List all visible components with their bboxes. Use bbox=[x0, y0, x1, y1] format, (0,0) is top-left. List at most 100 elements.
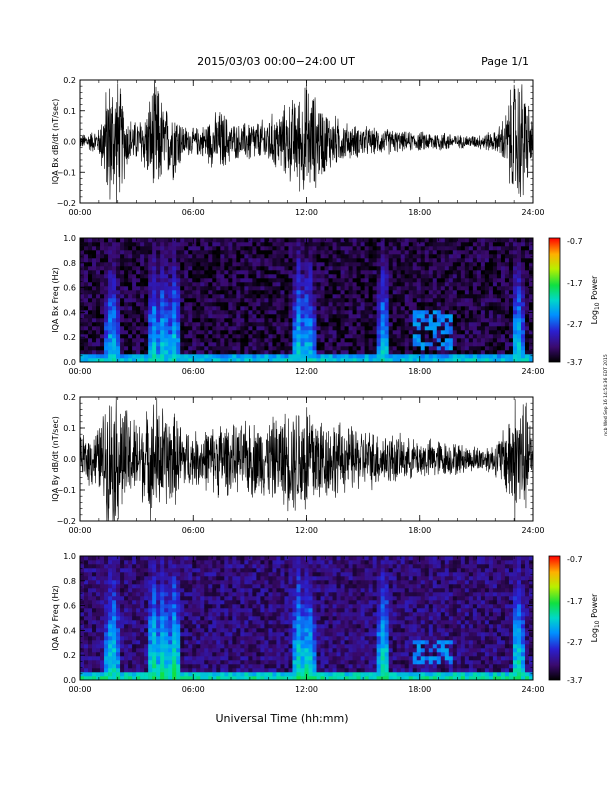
spectrogram-cell bbox=[164, 322, 169, 327]
spectrogram-cell bbox=[156, 246, 161, 251]
spectrogram-cell bbox=[268, 334, 273, 339]
spectrogram-cell bbox=[384, 310, 389, 315]
spectrogram-cell bbox=[124, 250, 129, 255]
spectrogram-cell bbox=[324, 286, 329, 291]
spectrogram-cell bbox=[356, 282, 361, 287]
spectrogram-cell bbox=[280, 270, 285, 275]
spectrogram-cell bbox=[336, 282, 341, 287]
spectrogram-cell bbox=[240, 302, 245, 307]
spectrogram-cell bbox=[180, 314, 185, 319]
spectrogram-cell bbox=[104, 664, 109, 669]
spectrogram-cell bbox=[324, 302, 329, 307]
spectrogram-cell bbox=[496, 246, 502, 251]
spectrogram-cell bbox=[464, 266, 470, 271]
spectrogram-cell bbox=[204, 286, 209, 291]
spectrogram-cell bbox=[304, 294, 309, 299]
spectrogram-cell bbox=[200, 676, 205, 680]
spectrogram-cell bbox=[192, 286, 197, 291]
spectrogram-cell bbox=[372, 262, 377, 267]
spectrogram-cell bbox=[92, 250, 97, 255]
spectrogram-cell bbox=[88, 278, 93, 283]
spectrogram-cell bbox=[228, 310, 233, 315]
spectrogram-cell bbox=[156, 644, 161, 649]
spectrogram-cell bbox=[380, 298, 385, 303]
spectrogram-cell bbox=[180, 238, 185, 243]
spectrogram-cell bbox=[468, 298, 474, 303]
spectrogram-cell bbox=[432, 318, 438, 323]
spectrogram-cell bbox=[356, 294, 361, 299]
spectrogram-cell bbox=[416, 250, 422, 255]
spectrogram-cell bbox=[108, 294, 113, 299]
spectrogram-cell bbox=[204, 628, 209, 633]
spectrogram-cell bbox=[216, 358, 221, 362]
spectrogram-cell bbox=[260, 250, 265, 255]
spectrogram-cell bbox=[220, 346, 225, 351]
spectrogram-cell bbox=[444, 286, 450, 291]
spectrogram-cell bbox=[148, 278, 153, 283]
spectrogram-cell bbox=[428, 358, 434, 362]
spectrogram-cell bbox=[316, 242, 321, 247]
spectrogram-cell bbox=[480, 314, 486, 319]
spectrogram-cell bbox=[232, 314, 237, 319]
spectrogram-cell bbox=[208, 302, 213, 307]
spectrogram-cell bbox=[184, 596, 189, 601]
spectrogram-cell bbox=[216, 278, 221, 283]
spectrogram-cell bbox=[268, 262, 273, 267]
spectrogram-cell bbox=[460, 290, 466, 295]
spectrogram-cell bbox=[352, 310, 357, 315]
spectrogram-cell bbox=[348, 286, 353, 291]
spectrogram-cell bbox=[144, 242, 149, 247]
spectrogram-cell bbox=[516, 350, 522, 355]
spectrogram-cell bbox=[440, 238, 446, 243]
spectrogram-cell bbox=[84, 668, 89, 673]
spectrogram-cell bbox=[92, 600, 97, 605]
spectrogram-cell bbox=[164, 596, 169, 601]
spectrogram-cell bbox=[124, 330, 129, 335]
spectrogram-cell bbox=[220, 270, 225, 275]
spectrogram-cell bbox=[212, 290, 217, 295]
spectrogram-cell bbox=[164, 640, 169, 645]
spectrogram-cell bbox=[396, 250, 402, 255]
spectrogram-cell bbox=[496, 254, 502, 259]
spectrogram-cell bbox=[196, 652, 201, 657]
spectrogram-cell bbox=[128, 250, 133, 255]
spectrogram-cell bbox=[100, 242, 105, 247]
spectrogram-cell bbox=[280, 342, 285, 347]
spectrogram-cell bbox=[124, 302, 129, 307]
spectrogram-cell bbox=[156, 306, 161, 311]
spectrogram-cell bbox=[272, 334, 277, 339]
spectrogram-cell bbox=[496, 330, 502, 335]
spectrogram-cell bbox=[208, 286, 213, 291]
spectrogram-cell bbox=[252, 338, 257, 343]
spectrogram-cell bbox=[172, 560, 177, 565]
spectrogram-cell bbox=[484, 250, 490, 255]
spectrogram-cell bbox=[392, 318, 397, 323]
spectrogram-cell bbox=[340, 302, 345, 307]
spectrogram-cell bbox=[424, 354, 430, 359]
spectrogram-cell bbox=[300, 242, 305, 247]
spectrogram-cell bbox=[164, 342, 169, 347]
spectrogram-cell bbox=[164, 672, 169, 677]
spectrogram-cell bbox=[268, 250, 273, 255]
spectrogram-cell bbox=[368, 250, 373, 255]
spectrogram-cell bbox=[388, 298, 393, 303]
spectrogram-cell bbox=[244, 314, 249, 319]
spectrogram-cell bbox=[136, 672, 141, 677]
spectrogram-cell bbox=[136, 560, 141, 565]
spectrogram-cell bbox=[148, 314, 153, 319]
spectrogram-cell bbox=[260, 330, 265, 335]
spectrogram-cell bbox=[208, 242, 213, 247]
spectrogram-cell bbox=[92, 564, 97, 569]
spectrogram-cell bbox=[444, 306, 450, 311]
spectrogram-cell bbox=[160, 258, 165, 263]
spectrogram-cell bbox=[460, 330, 466, 335]
spectrogram-cell bbox=[112, 600, 117, 605]
y-tick-label: 0.2 bbox=[63, 76, 76, 85]
spectrogram-cell bbox=[188, 274, 193, 279]
spectrogram-cell bbox=[84, 556, 89, 561]
spectrogram-cell bbox=[328, 330, 333, 335]
spectrogram-cell bbox=[300, 270, 305, 275]
spectrogram-cell bbox=[212, 568, 217, 573]
spectrogram-cell bbox=[116, 564, 121, 569]
spectrogram-cell bbox=[408, 318, 414, 323]
